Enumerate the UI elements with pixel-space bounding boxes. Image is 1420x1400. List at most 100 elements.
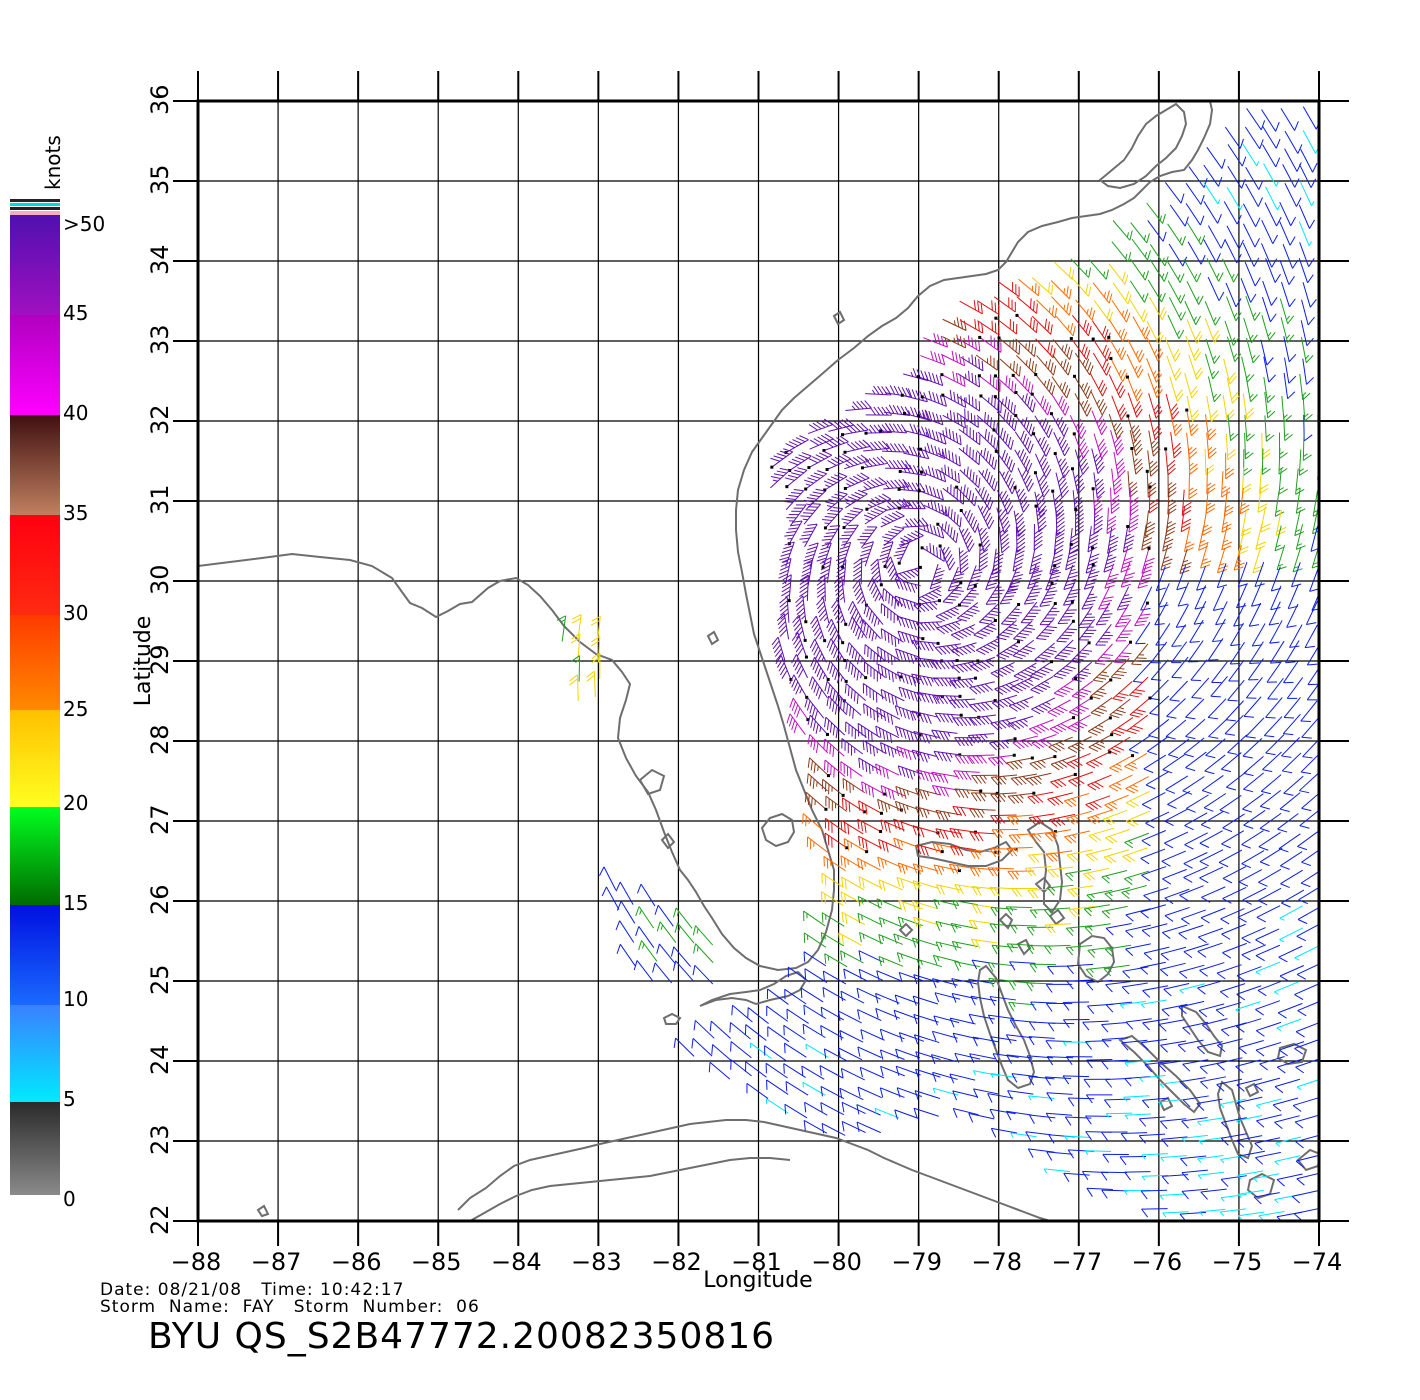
wind-barb [636, 883, 656, 907]
wind-barb [915, 787, 941, 800]
rain-flag-marker [807, 466, 811, 470]
wind-barb [970, 792, 998, 802]
wind-barb [1158, 1019, 1185, 1032]
wind-barb [867, 577, 885, 602]
wind-barb [897, 916, 923, 927]
wind-barb [990, 661, 1015, 679]
wind-barb [1031, 393, 1052, 416]
wind-barb [1027, 563, 1043, 590]
wind-barb [876, 707, 901, 725]
rain-flag-marker [1054, 830, 1058, 834]
wind-barb [1141, 1153, 1168, 1160]
rain-flag-marker [918, 712, 922, 716]
wind-barb [1299, 164, 1317, 188]
wind-barb [1104, 794, 1129, 811]
wind-barb [1212, 586, 1225, 611]
wind-barb [1071, 680, 1094, 700]
wind-barb [988, 754, 1015, 766]
wind-barb [977, 429, 999, 451]
wind-barb [1013, 620, 1035, 642]
wind-barb [1124, 1171, 1151, 1181]
wind-barb [1298, 204, 1316, 229]
wind-barb [1125, 776, 1150, 794]
wind-barb [1291, 562, 1302, 588]
wind-barb [1103, 546, 1117, 573]
rain-flag-marker [879, 829, 883, 833]
wind-barb [1223, 358, 1237, 385]
wind-barb [1237, 1189, 1264, 1199]
wind-barb [915, 657, 942, 669]
rain-flag-marker [1032, 432, 1036, 436]
wind-barb [1242, 223, 1261, 248]
wind-barb [838, 1047, 863, 1061]
colorbar-band-0-5 [10, 1102, 60, 1195]
wind-barb [1119, 1000, 1147, 1009]
wind-barb [708, 1061, 731, 1080]
wind-barb [841, 876, 865, 891]
rain-flag-marker [1107, 335, 1111, 339]
lat-tick-label: 36 [146, 84, 174, 115]
wind-barb [920, 350, 946, 366]
rain-flag-marker [840, 565, 844, 569]
wind-barb [693, 943, 714, 964]
wind-barb [785, 435, 809, 454]
wind-barb [1276, 544, 1287, 571]
rain-flag-marker [882, 792, 886, 796]
wind-barb [1113, 451, 1126, 478]
wind-barb [672, 960, 694, 981]
wind-barb [1149, 296, 1167, 321]
wind-barb [942, 484, 965, 505]
wind-barb [1188, 472, 1198, 500]
wind-barb [1186, 319, 1203, 344]
wind-barb [1295, 1058, 1319, 1074]
wind-barb [1220, 752, 1242, 773]
wind-barb [1164, 337, 1181, 362]
wind-barb [1300, 337, 1314, 364]
rain-flag-marker [973, 676, 977, 680]
wind-barb [884, 385, 912, 398]
rain-flag-marker [825, 732, 829, 736]
wind-barb [1068, 905, 1095, 918]
cuba-coastline [457, 1119, 1051, 1221]
rain-flag-marker [1071, 619, 1075, 623]
rain-flag-marker [1087, 641, 1091, 645]
wind-barb [1044, 923, 1072, 934]
wind-barb [1198, 1136, 1225, 1145]
wind-barb [1164, 182, 1185, 204]
wind-barb [1008, 833, 1036, 844]
wind-barb [821, 1122, 846, 1136]
colorbar-band-45-50 [10, 215, 60, 315]
wind-barb [987, 1093, 1014, 1103]
wind-barb [788, 452, 812, 471]
wind-barb [1029, 756, 1056, 771]
wind-barb [1261, 296, 1277, 323]
wind-barb [930, 1054, 957, 1065]
wind-barb [958, 547, 969, 575]
wind-barb [1143, 754, 1167, 774]
wind-barb [958, 585, 979, 607]
wind-barb [913, 916, 939, 928]
wind-barb [1293, 1207, 1319, 1221]
wind-barb [860, 619, 882, 642]
wind-barb [856, 1121, 881, 1134]
wind-barb [1108, 319, 1128, 342]
wind-barb [1281, 889, 1305, 908]
rain-flag-marker [1072, 716, 1076, 720]
wind-barb [896, 1087, 922, 1098]
wind-barb [1280, 317, 1295, 343]
wind-barb [1221, 830, 1245, 849]
wind-barb [731, 1004, 753, 1023]
wind-barb [858, 876, 883, 889]
wind-barb [674, 922, 695, 944]
wind-barb [1009, 676, 1034, 694]
wind-barb [1302, 130, 1319, 154]
wind-barb [1057, 601, 1077, 625]
wind-barb [1069, 414, 1087, 440]
rain-flag-marker [1051, 489, 1055, 493]
eleuthera-outline [1076, 934, 1116, 984]
rain-flag-marker [1033, 471, 1037, 475]
wind-barb [1169, 376, 1184, 402]
wind-barb [895, 785, 921, 799]
wind-barb [1103, 849, 1130, 864]
wind-barb [1052, 354, 1072, 376]
